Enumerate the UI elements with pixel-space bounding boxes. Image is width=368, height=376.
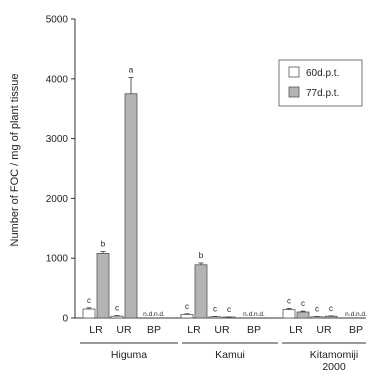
y-tick-label: 5000 [46, 15, 69, 26]
x-tick-label: LR [187, 324, 201, 336]
significance-label: c [287, 296, 291, 305]
bar-77dpt [194, 264, 208, 319]
nd-label: n.d.n.d. [143, 311, 165, 318]
x-tick-label: UR [116, 324, 132, 336]
significance-label: c [213, 305, 217, 314]
bar-77dpt [324, 315, 338, 319]
group-label: Kitamomiji [310, 349, 358, 361]
significance-label: c [301, 299, 305, 308]
legend-swatch-60dpt [288, 66, 300, 78]
significance-label: c [227, 305, 231, 314]
x-tick-label: LR [89, 324, 103, 336]
y-tick-label: 2000 [46, 194, 69, 205]
x-tick-label: UR [214, 324, 230, 336]
y-tick-label: 3000 [46, 134, 69, 145]
significance-label: c [87, 296, 91, 305]
y-axis-label: Number of FOC / mg of plant tissue [9, 73, 21, 246]
y-tick-label: 0 [62, 314, 68, 325]
nd-label: n.d.n.d. [243, 311, 265, 318]
significance-label: c [329, 304, 333, 313]
x-tick-label: BP [349, 324, 363, 336]
significance-label: c [315, 305, 319, 314]
legend-label: 77d.p.t. [306, 88, 339, 99]
bar-60dpt [180, 314, 194, 319]
significance-label: c [115, 304, 119, 313]
group-label: Higuma [111, 349, 147, 361]
y-ticks: 0 1000 2000 3000 4000 5000 [46, 15, 75, 325]
x-tick-label: LR [289, 324, 303, 336]
bar-60dpt [82, 308, 96, 319]
bar-60dpt [282, 309, 296, 319]
bar-77dpt [124, 93, 138, 319]
bar-60dpt [110, 315, 124, 319]
bar-60dpt [310, 316, 324, 319]
legend-swatch-77dpt [288, 86, 300, 98]
x-tick-labels: LR UR BP LR UR BP LR UR BP [89, 324, 363, 336]
bar-77dpt [296, 311, 310, 319]
legend: 60d.p.t. 77d.p.t. [278, 59, 363, 107]
group-label: Kamui [215, 349, 245, 361]
legend-label: 60d.p.t. [306, 68, 339, 79]
nd-label: n.d.n.d. [345, 311, 367, 318]
x-tick-label: BP [247, 324, 261, 336]
group-label: 2000 [322, 361, 346, 373]
significance-label: b [199, 251, 204, 260]
x-tick-label: UR [316, 324, 332, 336]
bar-60dpt [208, 316, 222, 319]
y-tick-label: 1000 [46, 254, 69, 265]
y-tick-label: 4000 [46, 74, 69, 85]
significance-label: c [185, 302, 189, 311]
bars: c b c a n.d.n.d. c b c c n.d.n.d. c c c c n.d.n.d. [82, 66, 367, 319]
significance-label: a [129, 66, 134, 75]
x-tick-label: BP [147, 324, 161, 336]
significance-label: b [101, 240, 106, 249]
bar-77dpt [96, 253, 110, 319]
